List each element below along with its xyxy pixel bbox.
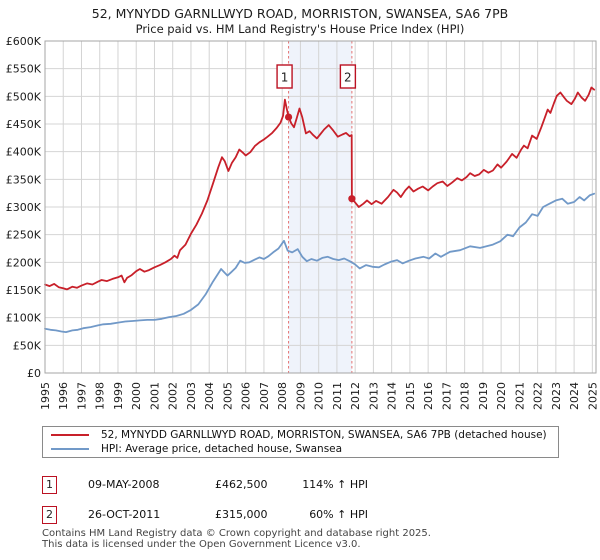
x-tick-label: 2018 (459, 382, 472, 410)
hpi-line-swatch (51, 447, 89, 450)
x-tick-label: 2025 (586, 382, 599, 410)
transaction-1-marker: 1 (42, 476, 57, 494)
x-tick-label: 1996 (57, 382, 70, 410)
y-tick-label: £250K (6, 229, 42, 242)
y-tick-label: £550K (6, 63, 42, 76)
x-tick-label: 2016 (422, 382, 435, 410)
transaction-row-2: 2 26-OCT-2011 £315,000 60% ↑ HPI (0, 506, 600, 525)
x-tick-label: 2009 (294, 382, 307, 410)
transaction-2-price: £315,000 (215, 508, 268, 521)
x-tick-label: 2000 (130, 382, 143, 410)
x-tick-label: 2021 (513, 382, 526, 410)
page-title: 52, MYNYDD GARNLLWYD ROAD, MORRISTON, SW… (91, 6, 509, 21)
y-tick-label: £150K (6, 284, 42, 297)
y-tick-label: £450K (6, 118, 42, 131)
price-chart: 1 2 £0 £50K £100K £150K £200K £250K £300K £350K £4… (6, 35, 600, 410)
legend-label-price: 52, MYNYDD GARNLLWYD ROAD, MORRISTON, SW… (101, 428, 547, 441)
plot-border (44, 40, 597, 374)
price-series-line (44, 86, 596, 291)
transaction-row-1: 1 09-MAY-2008 £462,500 114% ↑ HPI (0, 476, 600, 495)
legend-item-hpi: HPI: Average price, detached house, Swan… (51, 441, 342, 456)
chart-legend: 52, MYNYDD GARNLLWYD ROAD, MORRISTON, SW… (42, 426, 559, 458)
y-tick-label: £100K (6, 312, 42, 325)
x-tick-label: 1999 (112, 382, 125, 410)
x-tick-label: 1995 (39, 382, 52, 410)
sale-label-number-2: 2 (344, 71, 352, 85)
x-tick-label: 2006 (240, 382, 253, 410)
transaction-2-hpi-change: 60% ↑ HPI (309, 508, 368, 521)
x-tick-label: 2014 (386, 382, 399, 410)
transaction-2-date: 26-OCT-2011 (88, 508, 161, 521)
x-tick-label: 2024 (568, 382, 581, 410)
x-tick-label: 2013 (367, 382, 380, 410)
x-tick-label: 2003 (185, 382, 198, 410)
x-tick-label: 2010 (313, 382, 326, 410)
page-subtitle: Price paid vs. HM Land Registry's House … (135, 22, 465, 36)
y-tick-label: £200K (6, 256, 42, 269)
sale-point-2 (348, 195, 356, 203)
y-tick-label: £350K (6, 173, 42, 186)
x-tick-label: 2023 (550, 382, 563, 410)
x-tick-label: 2005 (221, 382, 234, 410)
x-tick-label: 2008 (276, 382, 289, 410)
x-tick-label: 2017 (440, 382, 453, 410)
y-tick-label: £0 (27, 367, 41, 380)
x-tick-label: 2022 (532, 382, 545, 410)
x-tick-label: 2004 (203, 382, 216, 410)
y-tick-label: £400K (6, 146, 42, 159)
x-tick-label: 1998 (94, 382, 107, 410)
price-line-swatch (51, 433, 89, 436)
transaction-1-hpi-change: 114% ↑ HPI (302, 478, 368, 491)
y-tick-label: £300K (6, 201, 42, 214)
y-tick-label: £500K (6, 90, 42, 103)
x-tick-label: 2015 (404, 382, 417, 410)
x-tick-label: 2001 (148, 382, 161, 410)
x-tick-label: 2019 (477, 382, 490, 410)
x-tick-label: 1997 (75, 382, 88, 410)
transaction-1-price: £462,500 (215, 478, 268, 491)
y-tick-label: £600K (6, 35, 42, 48)
legend-item-price: 52, MYNYDD GARNLLWYD ROAD, MORRISTON, SW… (51, 427, 547, 442)
legend-label-hpi: HPI: Average price, detached house, Swan… (101, 442, 343, 455)
y-tick-label: £50K (13, 339, 42, 352)
x-tick-label: 2002 (167, 382, 180, 410)
sale-label-box-1 (276, 64, 293, 89)
x-tick-label: 2011 (331, 382, 344, 410)
x-tick-label: 2020 (495, 382, 508, 410)
copyright-footer: Contains HM Land Registry data © Crown c… (42, 528, 598, 550)
hpi-series-line (44, 192, 596, 334)
sale-label-number-1: 1 (281, 71, 289, 85)
footer-line-1: Contains HM Land Registry data © Crown c… (42, 528, 431, 539)
x-tick-label: 2012 (349, 382, 362, 410)
sale-point-1 (284, 113, 293, 121)
sale-label-box-2 (339, 64, 357, 89)
x-tick-label: 2007 (258, 382, 271, 410)
transaction-2-marker: 2 (42, 506, 57, 524)
transaction-1-date: 09-MAY-2008 (88, 478, 160, 491)
footer-line-2: This data is licensed under the Open Gov… (42, 539, 361, 550)
